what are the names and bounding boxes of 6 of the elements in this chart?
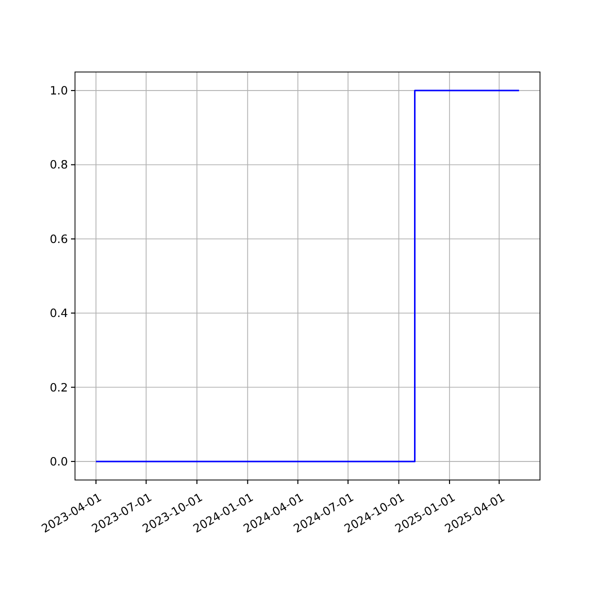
y-tick-label: 1.0 xyxy=(50,84,68,98)
y-tick-label: 0.8 xyxy=(50,158,68,172)
y-tick-label: 0.2 xyxy=(50,380,68,394)
y-tick-label: 0.4 xyxy=(50,306,68,320)
y-tick-label: 0.0 xyxy=(50,454,68,468)
y-tick-label: 0.6 xyxy=(50,232,68,246)
